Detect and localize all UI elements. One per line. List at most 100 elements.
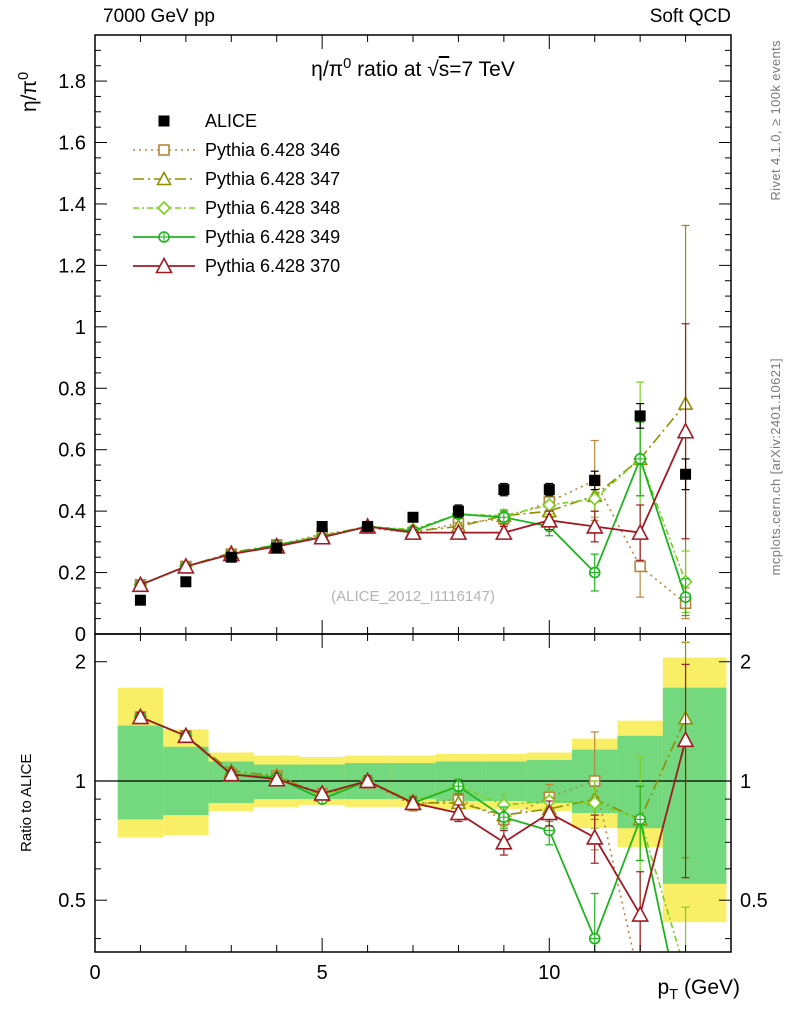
marker-open-triangle-icon: [404, 793, 422, 811]
marker-filled-square-icon: [225, 551, 237, 563]
title-superscript: 0: [343, 56, 352, 72]
marker-filled-square-icon: [680, 468, 692, 480]
legend-item: Pythia 6.428 349: [133, 227, 340, 247]
legend-label: ALICE: [205, 111, 257, 131]
svg-text:1: 1: [740, 771, 751, 793]
x-axis-label: pT (GeV): [657, 976, 740, 1003]
marker-filled-square-icon: [134, 594, 146, 606]
marker-open-diamond-icon: [156, 200, 172, 216]
marker-open-triangle-icon: [177, 557, 195, 574]
title-eta-pi: η/π: [311, 58, 344, 81]
marker-open-triangle-icon: [131, 707, 150, 725]
legend-item: Pythia 6.428 347: [133, 169, 340, 189]
svg-text:1.2: 1.2: [58, 255, 86, 277]
marker-open-triangle-icon: [222, 765, 241, 782]
svg-text:0.8: 0.8: [58, 378, 86, 400]
marker-open-square-icon: [634, 560, 646, 573]
svg-text:5: 5: [317, 962, 328, 984]
marker-filled-square-icon: [589, 474, 601, 486]
top-panel-frame: [94, 34, 732, 635]
legend-label: Pythia 6.428 347: [205, 169, 340, 189]
title-mid: ratio at: [351, 58, 428, 81]
svg-text:0: 0: [89, 962, 100, 984]
x-axis-label-unit: (GeV): [678, 976, 740, 999]
marker-open-triangle-icon: [495, 523, 513, 540]
marker-open-diamond-icon: [587, 795, 602, 811]
uncertainty-bands: [117, 657, 727, 923]
svg-text:1: 1: [75, 317, 86, 339]
marker-open-triangle-icon: [540, 511, 559, 528]
marker-filled-square-icon: [158, 115, 170, 127]
y-axis-label-top: η/π0: [16, 72, 42, 112]
marker-filled-square-icon: [407, 511, 419, 523]
legend-label: Pythia 6.428 349: [205, 227, 340, 247]
series-alice: [134, 403, 692, 606]
svg-text:1.6: 1.6: [58, 133, 86, 155]
y-axis-label-text: η/π: [18, 79, 41, 112]
svg-text:0.2: 0.2: [58, 563, 86, 585]
marker-open-triangle-icon: [495, 833, 513, 850]
marker-open-square-icon: [635, 977, 645, 987]
svg-text:0: 0: [75, 624, 86, 646]
marker-filled-square-icon: [316, 520, 328, 532]
marker-open-triangle-icon: [676, 422, 695, 439]
marker-open-triangle-icon: [585, 517, 604, 534]
series-pythia-6-428-348: [133, 381, 693, 614]
marker-open-diamond-icon: [587, 491, 602, 506]
marker-open-triangle-icon: [631, 905, 649, 922]
svg-text:0.5: 0.5: [740, 890, 768, 912]
svg-text:10: 10: [538, 962, 560, 984]
svg-text:2: 2: [740, 652, 751, 674]
marker-open-triangle-icon: [676, 730, 695, 748]
svg-text:2: 2: [75, 652, 86, 674]
legend-item: Pythia 6.428 346: [133, 140, 340, 160]
marker-open-triangle-icon: [267, 770, 286, 787]
legend-item: ALICE: [158, 111, 257, 131]
marker-open-triangle-icon: [313, 784, 331, 801]
legend: ALICE Pythia 6.428 346 Pythia 6.428 347 Pyt…: [133, 111, 340, 276]
mcplots-citation-note: mcplots.cern.ch [arXiv:2401.10621]: [768, 358, 783, 576]
marker-open-triangle-icon: [449, 803, 468, 821]
legend-item: Pythia 6.428 370: [133, 256, 340, 276]
y-axis-label-sup: 0: [16, 71, 32, 80]
sqrt-symbol: √: [427, 58, 439, 81]
legend-label: Pythia 6.428 346: [205, 140, 340, 160]
x-axis-label-p: p: [657, 976, 670, 999]
rivet-version-note: Rivet 4.1.0, ≥ 100k events: [768, 40, 783, 201]
marker-open-triangle-icon: [177, 726, 195, 744]
svg-text:1.8: 1.8: [58, 71, 86, 93]
marker-filled-square-icon: [452, 505, 464, 517]
analysis-id-watermark: (ALICE_2012_I1116147): [331, 588, 495, 605]
marker-open-triangle-icon: [404, 523, 422, 540]
legend-label: Pythia 6.428 348: [205, 198, 340, 218]
svg-text:0.4: 0.4: [58, 501, 86, 523]
marker-filled-square-icon: [543, 484, 555, 496]
axis-ticks: [94, 35, 731, 952]
process-group-label: Soft QCD: [649, 6, 731, 27]
title-s: s: [438, 58, 450, 81]
title-energy: =7 TeV: [449, 58, 515, 81]
marker-open-triangle-icon: [156, 170, 172, 186]
marker-open-triangle-icon: [540, 803, 559, 821]
marker-open-triangle-icon: [313, 528, 331, 545]
y-axis-label-ratio: Ratio to ALICE: [18, 753, 35, 852]
marker-open-triangle-icon: [358, 771, 377, 789]
marker-open-triangle-icon: [631, 523, 649, 540]
marker-filled-square-icon: [498, 484, 510, 496]
marker-open-triangle-icon: [155, 256, 173, 274]
marker-open-triangle-icon: [131, 575, 150, 593]
axis-tick-labels: 0 0.2 0.4 0.6 0.8 1 1.2 1.4 1.6 1.8 0.5 0.5 1 1 2 2 0 5 10: [58, 71, 768, 984]
marker-filled-square-icon: [180, 576, 192, 588]
svg-text:1: 1: [75, 771, 86, 793]
legend-item: Pythia 6.428 348: [133, 198, 340, 218]
svg-text:1.4: 1.4: [58, 194, 86, 216]
marker-filled-square-icon: [271, 542, 283, 554]
legend-label: Pythia 6.428 370: [205, 256, 340, 276]
marker-open-square-icon: [158, 144, 170, 156]
beam-energy-label: 7000 GeV pp: [103, 6, 215, 27]
plot-title: η/π0 ratio at √s=7 TeV: [95, 56, 731, 82]
series-pythia-6-428-370: [131, 323, 695, 593]
marker-open-triangle-icon: [449, 523, 468, 540]
series-pythia-6-428-370-ratio: [131, 663, 695, 952]
